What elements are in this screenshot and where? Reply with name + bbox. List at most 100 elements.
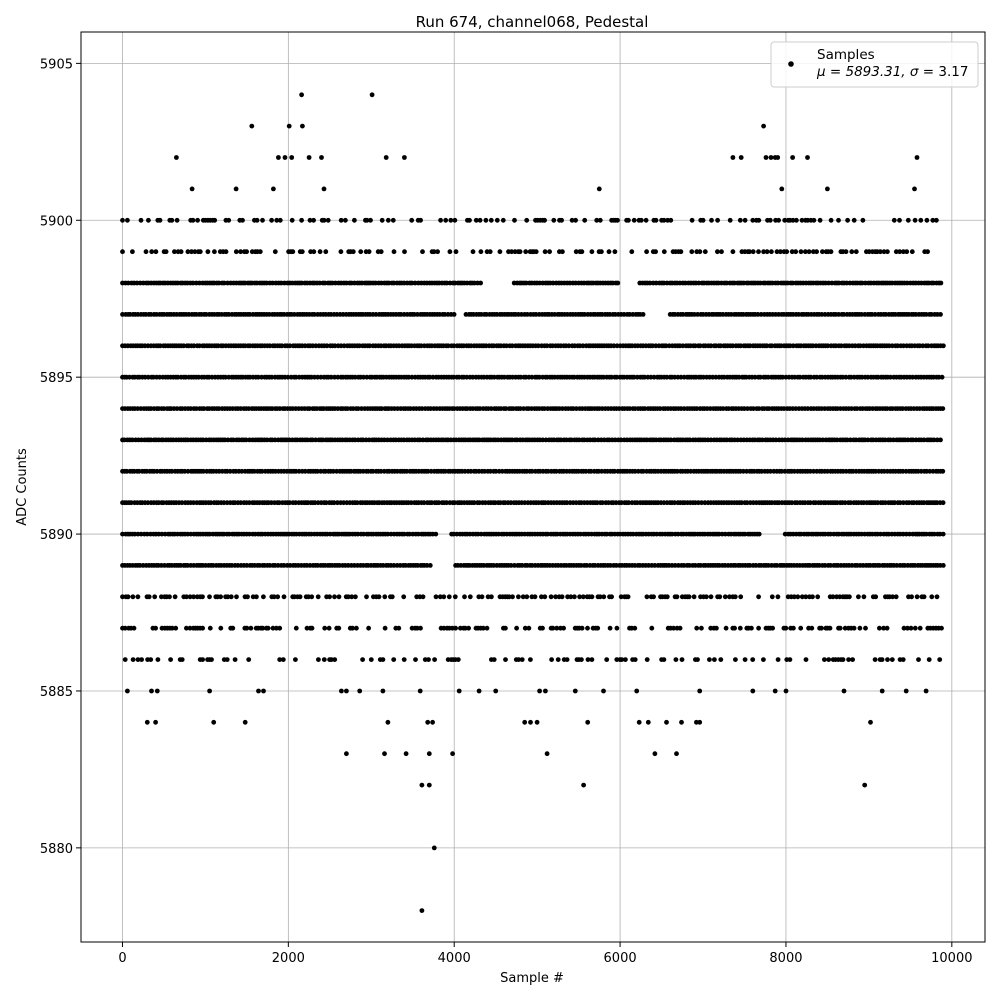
data-point: [367, 343, 373, 349]
data-point: [677, 625, 683, 631]
data-point: [940, 406, 946, 411]
data-point: [325, 217, 331, 223]
data-point: [881, 249, 887, 255]
data-point: [891, 217, 897, 223]
data-point: [254, 594, 259, 600]
data-point: [307, 217, 313, 223]
data-point: [512, 217, 517, 223]
data-point: [854, 406, 860, 411]
data-point: [255, 374, 261, 380]
data-point: [722, 531, 728, 537]
x-tick-label: 2000: [272, 951, 305, 966]
data-point: [626, 500, 632, 506]
data-point: [806, 249, 812, 255]
data-point: [290, 249, 296, 255]
data-point: [332, 657, 338, 662]
data-point: [209, 657, 214, 662]
y-axis-ticks: 5880 5885 5890 5895 5900 5905: [40, 57, 81, 857]
data-point: [849, 406, 854, 411]
data-point: [843, 374, 849, 380]
data-point: [345, 594, 351, 600]
data-point: [282, 155, 288, 160]
data-point: [324, 343, 330, 349]
data-point: [427, 563, 433, 568]
data-point: [877, 625, 882, 631]
data-point: [619, 657, 625, 662]
data-point: [195, 217, 201, 223]
data-point: [185, 249, 191, 255]
data-point: [750, 688, 756, 694]
data-point: [885, 249, 890, 255]
data-point: [261, 688, 266, 694]
data-point: [772, 688, 778, 694]
data-point: [299, 249, 305, 255]
data-point: [476, 688, 482, 694]
data-point: [247, 531, 252, 537]
data-point: [309, 594, 315, 600]
data-point: [708, 594, 714, 600]
data-point: [697, 719, 703, 725]
data-point: [452, 217, 458, 223]
data-point: [431, 845, 437, 851]
data-point: [642, 406, 648, 411]
data-point: [934, 217, 939, 223]
data-point: [125, 217, 130, 223]
data-point: [822, 563, 828, 568]
data-point: [144, 719, 150, 725]
data-point: [508, 563, 514, 568]
data-point: [914, 155, 920, 160]
data-point: [169, 217, 175, 223]
data-point: [878, 531, 883, 537]
data-point: [589, 249, 595, 255]
data-point: [863, 625, 868, 631]
data-point: [784, 249, 790, 255]
data-point: [533, 249, 539, 255]
data-point: [326, 625, 332, 631]
data-point: [130, 249, 135, 255]
data-point: [445, 343, 451, 349]
data-point: [521, 406, 526, 411]
data-point: [560, 249, 565, 255]
data-point: [783, 688, 789, 694]
data-point: [192, 249, 198, 255]
data-point: [709, 217, 714, 223]
data-point: [585, 657, 591, 662]
data-point: [453, 249, 459, 255]
data-point: [756, 594, 761, 600]
data-point: [135, 594, 141, 600]
data-point: [200, 594, 205, 600]
data-point: [574, 406, 579, 411]
data-point: [433, 531, 439, 537]
data-point: [755, 312, 761, 317]
data-point: [122, 657, 128, 662]
data-point: [652, 751, 658, 757]
data-point: [707, 657, 712, 662]
data-point: [781, 406, 787, 411]
data-point: [750, 249, 756, 255]
data-point: [512, 563, 517, 568]
data-point: [604, 657, 610, 662]
data-point: [338, 249, 344, 255]
data-point: [644, 249, 649, 255]
data-point: [293, 657, 298, 662]
data-point: [184, 594, 189, 600]
data-point: [522, 625, 528, 631]
data-point: [645, 719, 651, 725]
data-point: [938, 312, 943, 317]
data-point: [826, 280, 831, 286]
data-point: [940, 563, 946, 568]
data-point: [382, 594, 388, 600]
data-point: [597, 594, 603, 600]
data-point: [450, 751, 455, 757]
data-point: [323, 249, 329, 255]
data-point: [686, 594, 692, 600]
data-point: [765, 563, 771, 568]
data-point: [661, 657, 667, 662]
data-point: [544, 343, 550, 349]
data-point: [456, 688, 462, 694]
data-point: [851, 625, 857, 631]
data-point: [761, 657, 766, 662]
data-point: [467, 217, 472, 223]
data-point: [224, 657, 230, 662]
data-point: [201, 468, 206, 474]
